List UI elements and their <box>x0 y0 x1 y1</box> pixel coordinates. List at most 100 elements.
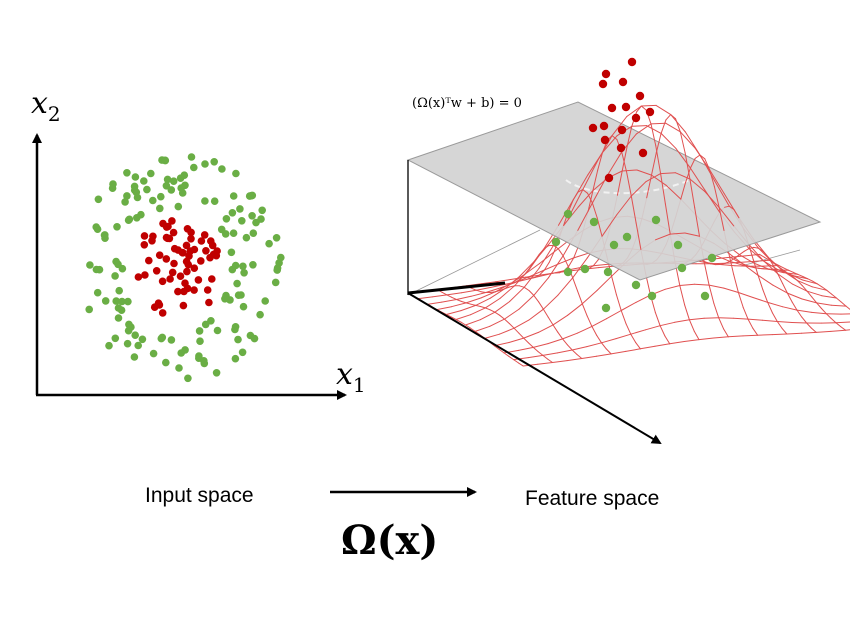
feature-point-inner <box>604 173 614 183</box>
input-point-outer <box>184 374 192 383</box>
surface-mesh-line <box>548 255 564 279</box>
surface-mesh-line <box>742 334 759 337</box>
surface-mesh-line <box>776 321 793 323</box>
surface-mesh-line <box>513 319 530 329</box>
surface-mesh-line <box>811 286 828 291</box>
surface-mesh-line <box>451 296 457 300</box>
input-point-outer <box>196 337 204 346</box>
surface-mesh-line <box>640 104 657 107</box>
input-point-inner <box>206 253 214 262</box>
input-point-outer <box>123 169 131 177</box>
surface-mesh-line <box>538 244 554 269</box>
feature-point-inner <box>635 91 645 101</box>
surface-mesh-line <box>792 275 809 280</box>
input-x-axis-label: x1 <box>336 357 366 397</box>
surface-mesh-line <box>753 262 770 270</box>
surface-mesh-line <box>733 273 739 293</box>
surface-mesh-line <box>558 270 565 274</box>
surface-mesh-line <box>426 301 443 305</box>
feature-point-inner <box>601 69 611 79</box>
surface-mesh-line <box>557 331 564 340</box>
input-point-inner <box>182 241 191 250</box>
surface-mesh-line <box>626 171 632 197</box>
surface-mesh-line <box>787 272 794 277</box>
surface-mesh-line <box>527 354 544 359</box>
surface-mesh-line <box>665 122 681 133</box>
surface-mesh-line <box>557 277 574 296</box>
surface-mesh-line <box>591 175 608 204</box>
input-point-outer <box>232 169 240 178</box>
surface-mesh-line <box>577 189 584 193</box>
surface-mesh-line <box>533 294 540 303</box>
surface-mesh-line <box>651 152 657 176</box>
surface-mesh-line <box>694 283 710 286</box>
surface-mesh-line <box>532 346 539 353</box>
input-point-outer <box>250 334 259 343</box>
surface-mesh-line <box>767 301 783 308</box>
input-point-outer <box>175 364 183 372</box>
surface-mesh-line <box>474 325 491 332</box>
surface-mesh-line <box>547 316 554 326</box>
surface-mesh-line <box>845 305 850 310</box>
input-point-outer <box>261 297 270 305</box>
surface-mesh-line <box>688 317 705 321</box>
surface-mesh-line <box>664 335 671 345</box>
surface-mesh-line <box>441 299 457 303</box>
surface-mesh-line <box>518 294 535 310</box>
hyperplane-equation: (Ω(x)ᵀw + b) = 0 <box>412 96 522 111</box>
input-point-outer <box>94 195 103 204</box>
surface-mesh-line <box>441 291 448 296</box>
surface-mesh-line <box>801 298 818 304</box>
surface-mesh-line <box>626 125 633 148</box>
surface-mesh-line <box>801 316 808 324</box>
surface-mesh-line <box>744 264 750 267</box>
input-point-outer <box>167 336 176 344</box>
input-point-inner <box>158 277 167 286</box>
surface-mesh-line <box>679 131 686 154</box>
surface-mesh-line <box>615 333 632 340</box>
surface-mesh-line <box>591 202 598 219</box>
surface-mesh-line <box>796 309 803 318</box>
surface-mesh-line <box>616 170 623 196</box>
surface-mesh-line <box>806 290 813 298</box>
surface-mesh-line <box>792 271 799 275</box>
feature-point-inner <box>638 148 648 158</box>
surface-mesh-line <box>679 285 686 306</box>
input-point-outer <box>249 261 257 269</box>
input-point-inner <box>134 273 143 281</box>
x1-subscript: 1 <box>353 373 366 397</box>
feature-point-inner <box>618 77 628 87</box>
surface-mesh-line <box>689 178 705 192</box>
feature-point-inner <box>645 107 655 117</box>
surface-mesh-line <box>596 353 612 357</box>
surface-mesh-line <box>699 154 706 160</box>
surface-mesh-line <box>792 276 798 282</box>
x2-base: x <box>31 86 48 121</box>
surface-mesh-line <box>615 294 622 311</box>
surface-mesh-line <box>757 274 764 291</box>
surface-mesh-line <box>825 313 832 319</box>
surface-mesh-line <box>542 354 549 360</box>
input-point-inner <box>183 225 192 233</box>
surface-mesh-line <box>586 315 593 327</box>
surface-mesh-line <box>489 288 506 299</box>
input-point-outer <box>239 302 248 311</box>
surface-mesh-line <box>732 317 749 320</box>
surface-mesh-line <box>660 173 666 205</box>
surface-mesh-line <box>601 338 617 344</box>
feature-point-inner <box>600 135 610 145</box>
feature-point-outer <box>707 253 717 263</box>
input-point-outer <box>229 229 238 237</box>
surface-mesh-line <box>445 310 462 315</box>
surface-mesh-line <box>650 122 667 125</box>
surface-mesh-line <box>573 252 589 259</box>
surface-mesh-line <box>562 255 569 267</box>
x1-base: x <box>336 357 353 392</box>
surface-mesh-line <box>815 330 832 333</box>
surface-mesh-line <box>830 329 846 332</box>
surface-mesh-line <box>605 348 612 355</box>
surface-mesh-line <box>552 360 568 363</box>
surface-mesh-line <box>781 327 788 335</box>
input-point-outer <box>177 184 185 192</box>
